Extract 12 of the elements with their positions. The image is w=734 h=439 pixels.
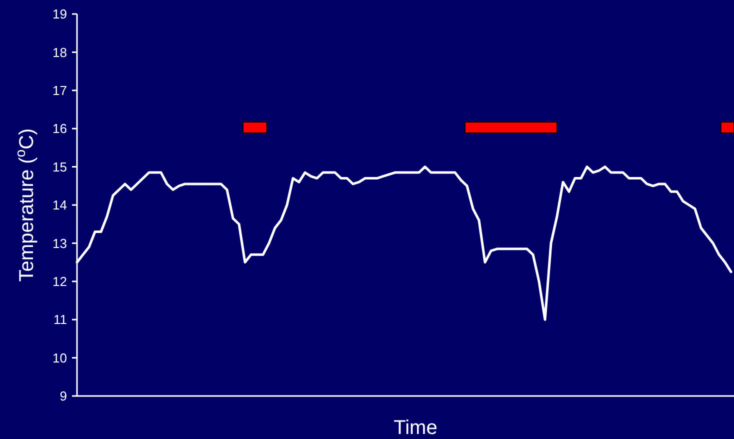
y-tick-label: 12 xyxy=(52,274,67,289)
y-tick-label: 11 xyxy=(54,312,67,328)
y-tick-label: 18 xyxy=(52,44,67,60)
y-tick-label: 17 xyxy=(52,82,67,98)
y-tick-label: 9 xyxy=(60,388,67,404)
y-tick-label: 14 xyxy=(52,198,67,213)
y-tick-label: 10 xyxy=(52,350,67,366)
y-tick-label: 15 xyxy=(52,159,67,174)
x-axis-title: Time xyxy=(394,417,438,439)
y-tick-label: 16 xyxy=(52,121,67,136)
y-tick-label: 13 xyxy=(52,236,67,251)
y-tick-label: 19 xyxy=(52,6,67,22)
